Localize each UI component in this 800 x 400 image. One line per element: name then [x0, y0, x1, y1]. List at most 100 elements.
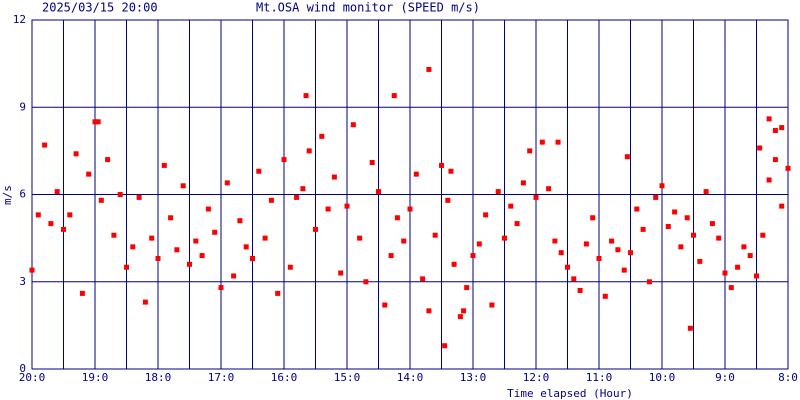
point — [442, 343, 448, 349]
point — [565, 264, 570, 270]
point — [760, 232, 766, 238]
point — [678, 244, 684, 250]
point — [672, 209, 678, 215]
point — [54, 189, 60, 195]
point — [338, 270, 344, 276]
point — [691, 232, 696, 238]
point — [766, 116, 772, 122]
point — [407, 206, 413, 212]
y-axis-label: m/s — [1, 185, 14, 205]
point — [571, 276, 577, 282]
point — [92, 119, 98, 125]
point — [29, 267, 35, 273]
y-tick-label: 6 — [19, 188, 26, 201]
point — [445, 197, 451, 203]
point — [646, 279, 652, 285]
point — [520, 180, 526, 186]
point — [640, 226, 646, 232]
point — [634, 206, 640, 212]
point — [546, 186, 552, 192]
point — [35, 212, 41, 218]
point — [451, 261, 457, 267]
point — [155, 255, 161, 261]
point — [111, 232, 117, 238]
x-tick-label: 13:0 — [460, 371, 487, 384]
point — [262, 235, 268, 241]
point — [174, 247, 180, 253]
point — [539, 139, 545, 145]
point — [237, 218, 243, 224]
y-tick-label: 0 — [19, 362, 26, 375]
plot-frame — [31, 19, 789, 370]
y-tick-label: 9 — [19, 100, 26, 113]
point — [369, 160, 375, 166]
point — [331, 174, 337, 180]
point — [555, 139, 561, 145]
point — [785, 165, 791, 171]
point — [67, 212, 73, 218]
point — [287, 264, 293, 270]
point — [161, 162, 167, 168]
point — [180, 183, 186, 189]
point — [300, 186, 306, 192]
y-tick-label: 3 — [19, 275, 26, 288]
point — [42, 142, 48, 148]
point — [212, 229, 218, 235]
point — [86, 171, 92, 177]
point — [779, 125, 785, 131]
x-tick-label: 16:0 — [271, 371, 298, 384]
point — [457, 314, 463, 320]
point — [61, 226, 66, 232]
point — [558, 250, 564, 256]
point — [659, 183, 665, 189]
point — [199, 253, 205, 259]
x-tick-label: 19:0 — [82, 371, 109, 384]
x-tick-label: 18:0 — [145, 371, 172, 384]
x-tick-label: 17:0 — [208, 371, 235, 384]
chart-date: 2025/03/15 20:00 — [42, 1, 158, 15]
x-tick-label: 14:0 — [397, 371, 424, 384]
point — [187, 261, 192, 267]
point — [757, 145, 763, 151]
point — [426, 66, 432, 72]
point — [313, 226, 318, 232]
point — [275, 290, 281, 296]
point — [615, 247, 621, 253]
point — [709, 221, 715, 227]
point — [344, 203, 350, 209]
point — [502, 235, 507, 241]
point — [741, 244, 747, 250]
point — [461, 308, 467, 314]
point — [306, 148, 312, 154]
point — [527, 148, 533, 154]
point — [772, 128, 778, 134]
point — [319, 133, 325, 139]
x-tick-label: 8:0 — [778, 371, 798, 384]
point — [552, 238, 558, 244]
point — [514, 221, 520, 227]
point — [294, 194, 300, 200]
point — [684, 215, 690, 221]
point — [394, 215, 400, 221]
point — [665, 223, 671, 229]
point — [79, 290, 85, 296]
x-tick-label: 11:0 — [586, 371, 613, 384]
point — [420, 276, 426, 282]
point — [95, 119, 101, 125]
point — [703, 189, 709, 195]
y-tick-label: 12 — [13, 13, 26, 26]
point — [533, 194, 539, 200]
point — [735, 264, 741, 270]
point — [136, 194, 142, 200]
x-tick-label: 20:0 — [19, 371, 46, 384]
x-tick-label: 9:0 — [715, 371, 735, 384]
point — [388, 253, 394, 259]
x-tick-label: 10:0 — [649, 371, 676, 384]
point — [105, 157, 111, 163]
point — [325, 206, 331, 212]
point — [583, 241, 589, 247]
point — [250, 255, 255, 261]
point — [476, 241, 482, 247]
